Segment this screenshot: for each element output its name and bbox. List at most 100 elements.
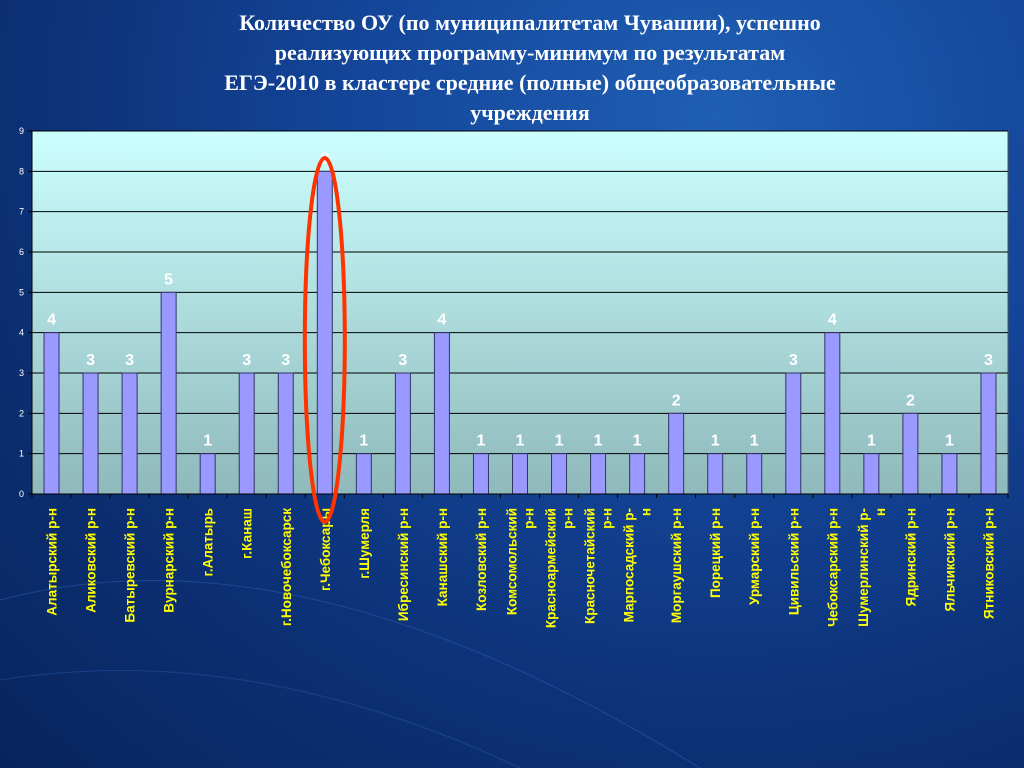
bar [551,453,568,495]
bar [433,332,450,495]
category-label-line: н [873,508,888,516]
category-label-line: Марпосадский р- [622,508,637,622]
category-label-line: Красночетайский [583,508,598,624]
title-line-1: Количество ОУ (по муниципалитетам Чуваши… [239,10,821,35]
title-line-3: ЕГЭ-2010 в кластере средние (полные) общ… [224,70,836,95]
bar [512,453,528,495]
bar [472,453,489,495]
bar [277,372,294,495]
y-tick-label: 5 [19,287,24,297]
category-label-line: Ятниковский р-н [981,508,996,619]
category-label-line: Чебоксарский р-н [825,508,840,627]
data-label: 1 [203,433,212,450]
data-label: 1 [633,433,642,450]
category-label-line: Ядринский р-н [903,508,918,606]
data-label: 3 [789,352,798,369]
data-label: 4 [828,312,837,329]
y-axis: 0 1 2 3 4 5 6 7 8 9 [19,126,33,499]
category-label: Комсомольский р-н [505,508,537,615]
category-label-line: Яльчикский р-н [942,508,957,612]
data-label: 1 [555,433,564,450]
title-line-2: реализующих программу-минимум по результ… [274,40,786,65]
y-tick-label: 2 [19,408,24,418]
category-label: Вурнарский р-н [162,508,177,613]
category-label: Марпосадский р-н [622,508,654,622]
category-label: г.Канаш [240,508,255,559]
y-tick-label: 4 [19,328,24,338]
bar [160,291,177,495]
category-label-line: Красноармейский [544,508,559,628]
category-label-line: Урмарский р-н [747,508,762,605]
category-label: Ядринский р-н [903,508,918,606]
category-label-line: Комсомольский [505,508,520,615]
data-label: 1 [750,433,759,450]
bar [121,372,138,495]
bar [82,372,99,495]
category-label-line: г.Новочебоксарск [279,508,294,626]
bar [238,372,255,495]
category-label: Ибресинский р-н [396,508,411,621]
category-label: Алатырский р-н [45,508,60,616]
category-label-line: Алатырский р-н [45,508,60,616]
category-label-line: Канашский р-н [435,508,450,606]
category-label-line: Ибресинский р-н [396,508,411,621]
category-label: Порецкий р-н [708,508,723,598]
category-label: Козловский р-н [474,508,489,611]
category-label-line: н [639,508,654,516]
data-label: 2 [672,392,681,409]
x-axis-categories: Алатырский р-н Аликовский р-н Батыревский … [31,493,1009,628]
bar [43,332,60,495]
category-label: Чебоксарский р-н [825,508,840,627]
category-label: г.Алатырь [201,508,216,577]
category-label: Красноармейский р-н [544,508,576,628]
data-label: 1 [711,433,720,450]
data-label: 1 [359,433,368,450]
data-label: 3 [984,352,993,369]
data-label: 3 [281,352,290,369]
y-tick-label: 9 [19,126,24,136]
highlight-layer [302,156,347,524]
bar [590,453,607,495]
data-label: 3 [398,352,407,369]
data-label: 1 [477,433,486,450]
category-label-line: г.Алатырь [201,508,216,577]
slide-title: Количество ОУ (по муниципалитетам Чуваши… [150,8,910,128]
data-label: 3 [125,352,134,369]
data-label: 1 [867,433,876,450]
category-label: г.Шумерля [357,508,372,579]
bar [394,372,411,495]
bar [707,453,724,495]
y-tick-label: 8 [19,166,24,176]
category-label-line: р-н [600,508,615,529]
highlight-ellipse [302,156,347,524]
bar [668,412,685,495]
bar [863,453,880,495]
data-label: 2 [906,392,915,409]
bar [785,372,802,495]
category-label-line: Батыревский р-н [123,508,138,623]
bar [941,453,958,495]
category-label: Батыревский р-н [123,508,138,623]
category-label: Цивильский р-н [786,508,801,615]
bar [980,372,997,495]
y-tick-label: 1 [19,449,24,459]
y-tick-label: 7 [19,207,24,217]
bar [746,453,763,495]
title-line-4: учреждения [470,100,590,125]
category-label: Ятниковский р-н [981,508,996,619]
plot-area [31,130,1009,495]
y-tick-label: 6 [19,247,24,257]
category-label-line: Цивильский р-н [786,508,801,615]
category-label-line: Моргаушский р-н [669,508,684,623]
data-label: 5 [164,271,173,288]
data-label: 3 [86,352,95,369]
category-label: г.Чебоксары [318,508,333,591]
category-label: Шумерлинский р-н [856,508,888,627]
category-label-line: г.Шумерля [357,508,372,579]
bar [824,332,841,495]
bar [629,453,646,495]
data-label: 1 [945,433,954,450]
category-label-line: Козловский р-н [474,508,489,611]
